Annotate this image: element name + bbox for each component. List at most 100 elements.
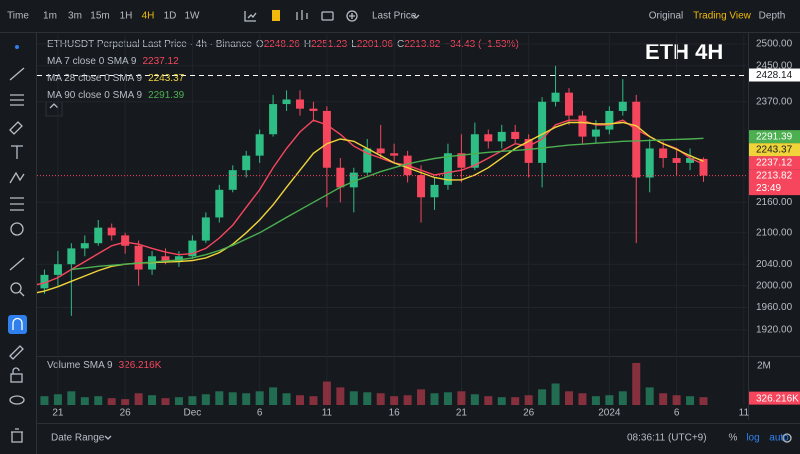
x-tick-label: 11 [322,408,333,419]
volume-bar [686,396,695,405]
volume-bar [632,362,641,405]
volume-bar [618,391,627,405]
scale-option[interactable]: auto [769,433,789,444]
candle-body [686,158,695,163]
volume-bar [349,391,358,405]
candle-body [645,148,654,178]
toolbar-icons[interactable] [244,10,420,22]
candle-body [201,217,210,241]
volume-bar [40,396,49,405]
axis-price-box [749,130,800,144]
interval-button[interactable]: 1H [120,11,133,22]
scale-option[interactable]: % [729,433,738,444]
scale-option[interactable]: log [746,433,759,444]
volume-bar [161,398,170,405]
x-tick-label: 26 [523,408,535,419]
candle-body [470,134,479,168]
interval-button[interactable]: 4H [142,11,155,22]
volume-bar [470,394,479,405]
y-tick-label: 2160.00 [756,197,793,208]
volume-sma: 326.216K [119,360,162,371]
date-range[interactable]: Date Range [51,433,105,444]
ma-legend: MA 28 close 0 SMA 9 2243.37 [47,73,185,84]
x-tick-label: 21 [52,408,64,419]
interval-button[interactable]: 1W [185,11,201,22]
volume-bar [242,393,251,405]
overlay-title: ETH 4H [645,39,723,64]
volume-bar [53,394,62,405]
candle-body [672,158,681,163]
view-tab[interactable]: Trading View [693,11,752,22]
volume-bar [417,389,426,405]
drawing-tools[interactable] [8,45,27,443]
candle-body [443,153,452,185]
x-tick-label: 6 [674,408,680,419]
interval-button[interactable]: 3m [68,11,82,22]
volume-bar [524,395,533,405]
price-type[interactable]: Last Price [372,11,417,22]
ma-value: 2291.39 [148,90,185,101]
ma-value: 2237.12 [143,56,180,67]
candle-body [591,129,600,137]
candle-body [94,227,103,244]
volume-bar [188,396,197,405]
candle-body [605,110,614,130]
interval-button[interactable]: Time [7,11,29,22]
volume-bar [484,396,493,405]
price-line-box [749,68,800,82]
axis-price-box [749,143,800,157]
candle-body [538,101,547,163]
ma-name: MA 90 close 0 SMA 9 [47,90,142,101]
candle-body [215,189,224,218]
volume-bar [201,394,210,405]
collapse-legend[interactable] [49,103,59,109]
volume-bar [80,397,89,405]
candle-body [565,92,573,116]
candle-body [511,131,520,139]
interval-button[interactable]: 1m [43,11,57,22]
axis-price-label: 2213.82 [756,170,793,181]
volume-bar [578,393,587,405]
candle-body [632,101,641,178]
y-tick-label: 2450.00 [756,60,793,71]
candle-body [551,92,560,102]
candle-body [296,99,304,109]
volume-bar [403,395,412,405]
volume-bar [94,396,103,405]
volume-bar [430,393,439,405]
volume-bar [605,395,614,405]
ma-value: 2243.37 [148,73,185,84]
countdown: 23:49 [756,183,781,194]
volume-bar [443,392,452,405]
volume-bar [67,391,76,405]
clock: 08:36:11 (UTC+9) [627,433,707,444]
volume-bar [107,398,116,405]
candle-body [174,256,183,262]
candle-body [484,134,493,142]
candle-body [578,115,587,137]
volume-bar [228,392,237,405]
date-range-caret[interactable] [104,435,112,440]
candle-body [282,99,291,105]
candle-body [336,167,345,188]
y-tick-label: 1920.00 [756,325,793,336]
candle-body [497,131,506,142]
volume-bar [336,387,345,405]
settings-icon[interactable] [782,433,792,443]
axis-price-label: 2237.12 [756,157,793,168]
volume-bar [551,383,560,405]
view-tab[interactable]: Original [649,11,683,22]
volume-bar [672,395,681,405]
volume-sma-label: 326.216K [756,393,799,404]
candle-body [457,153,466,168]
interval-button[interactable]: 1D [164,11,177,22]
axis-price-box [749,156,800,170]
x-tick-label: 16 [389,408,401,419]
ma-name: MA 7 close 0 SMA 9 [47,56,137,67]
view-tab[interactable]: Depth [759,11,786,22]
volume-bar [645,387,654,405]
interval-button[interactable]: 15m [90,11,109,22]
candle-body [269,104,278,135]
volume-bar [215,391,224,405]
